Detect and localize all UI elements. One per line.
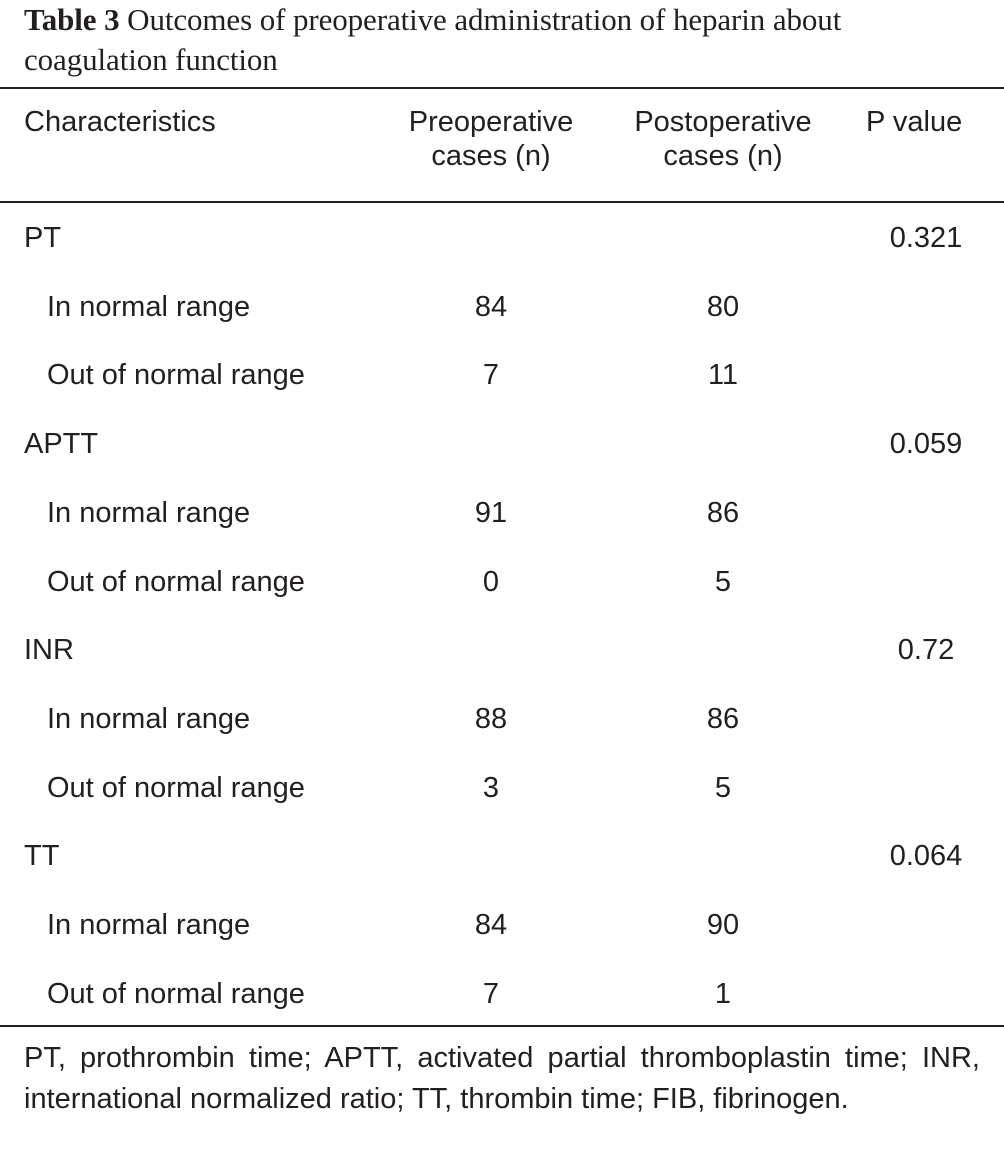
table-caption: Table 3 Outcomes of preoperative adminis… <box>24 0 984 80</box>
row-sublabel: In normal range <box>47 909 251 941</box>
cell-postoperative: 1 <box>714 978 732 1010</box>
row-sublabel: In normal range <box>47 497 251 529</box>
table-footnote: PT, prothrombin time; APTT, activated pa… <box>24 1042 980 1115</box>
cell-postoperative: 86 <box>706 497 740 529</box>
cell-p-value: 0.72 <box>897 634 955 666</box>
header-postoperative: Postoperative cases (n) <box>610 105 836 173</box>
cell-postoperative: 80 <box>706 291 740 323</box>
cell-preoperative: 88 <box>474 703 508 735</box>
table-bottom-rule <box>0 1025 1004 1027</box>
cell-postoperative: 86 <box>706 703 740 735</box>
cell-preoperative: 84 <box>474 291 508 323</box>
row-sublabel: Out of normal range <box>47 978 305 1010</box>
cell-preoperative: 84 <box>474 909 508 941</box>
cell-preoperative: 3 <box>482 772 500 804</box>
table-header-rule <box>0 201 1004 203</box>
header-preoperative-line1: Preoperative <box>408 106 574 138</box>
cell-preoperative: 7 <box>482 359 500 391</box>
cell-postoperative: 90 <box>706 909 740 941</box>
row-sublabel: In normal range <box>47 703 251 735</box>
row-sublabel: Out of normal range <box>47 772 305 804</box>
row-group-label: TT <box>24 840 60 872</box>
header-characteristics: Characteristics <box>24 106 216 138</box>
header-preoperative: Preoperative cases (n) <box>386 105 596 173</box>
header-p-value: P value <box>866 106 963 138</box>
cell-p-value: 0.064 <box>889 840 963 872</box>
cell-preoperative: 91 <box>474 497 508 529</box>
header-postoperative-line2: cases (n) <box>663 140 783 172</box>
header-postoperative-line1: Postoperative <box>634 106 812 138</box>
row-group-label: PT <box>24 222 62 254</box>
row-group-label: INR <box>24 634 74 666</box>
cell-p-value: 0.321 <box>889 222 963 254</box>
header-preoperative-line2: cases (n) <box>431 140 551 172</box>
table-label: Table 3 <box>24 2 120 37</box>
table-title: Outcomes of preoperative administration … <box>24 2 842 77</box>
cell-postoperative: 5 <box>714 772 732 804</box>
cell-preoperative: 7 <box>482 978 500 1010</box>
row-group-label: APTT <box>24 428 99 460</box>
row-sublabel: Out of normal range <box>47 359 305 391</box>
row-sublabel: Out of normal range <box>47 566 305 598</box>
cell-preoperative: 0 <box>482 566 500 598</box>
cell-postoperative: 11 <box>707 359 739 391</box>
table-top-rule <box>0 87 1004 89</box>
row-sublabel: In normal range <box>47 291 251 323</box>
cell-p-value: 0.059 <box>889 428 963 460</box>
cell-postoperative: 5 <box>714 566 732 598</box>
